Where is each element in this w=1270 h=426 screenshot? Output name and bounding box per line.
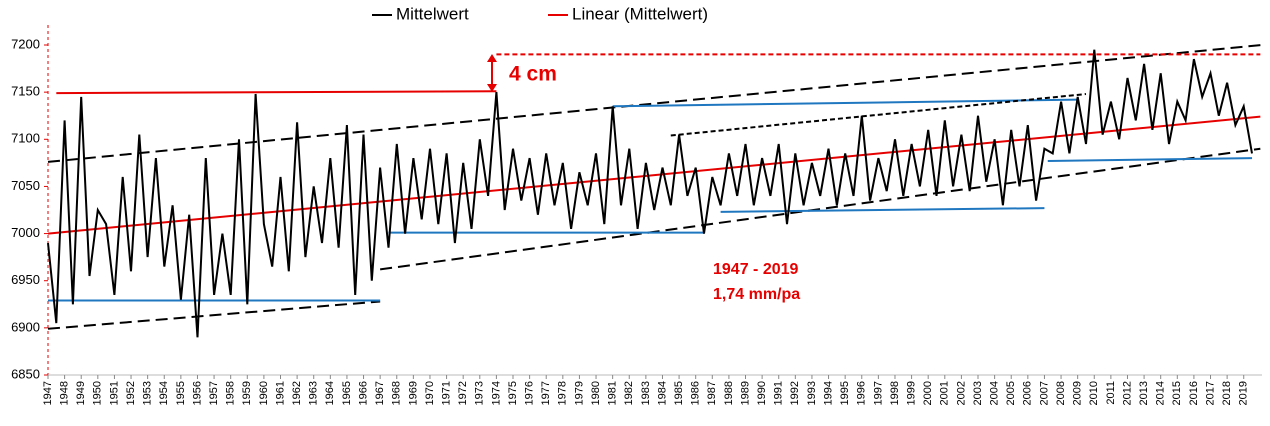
x-tick-label: 1961 xyxy=(274,381,286,405)
x-tick-label: 1985 xyxy=(673,381,685,405)
x-tick-label: 2013 xyxy=(1138,381,1150,405)
x-tick-label: 1987 xyxy=(706,381,718,405)
x-tick-label: 1999 xyxy=(905,381,917,405)
x-tick-label: 1980 xyxy=(590,381,602,405)
x-tick-label: 1969 xyxy=(407,381,419,405)
x-tick-label: 1966 xyxy=(357,381,369,405)
x-tick-label: 1952 xyxy=(125,381,137,405)
data-line xyxy=(47,49,1253,338)
x-tick-label: 1953 xyxy=(142,381,154,405)
x-tick-label: 2008 xyxy=(1055,381,1067,405)
x-tick-label: 1972 xyxy=(457,381,469,405)
x-tick-label: 1968 xyxy=(391,381,403,405)
x-tick-label: 1967 xyxy=(374,381,386,405)
x-tick-label: 1995 xyxy=(839,381,851,405)
x-tick-label: 1959 xyxy=(241,381,253,405)
y-tick-label: 7100 xyxy=(11,131,40,146)
x-tick-label: 1956 xyxy=(191,381,203,405)
double-arrow xyxy=(487,54,497,92)
x-tick-label: 2014 xyxy=(1155,381,1167,405)
x-tick-label: 1974 xyxy=(490,381,502,405)
x-tick-label: 2017 xyxy=(1204,381,1216,405)
x-tick-label: 2004 xyxy=(989,381,1001,405)
x-tick-label: 1965 xyxy=(341,381,353,405)
x-tick-label: 1991 xyxy=(773,381,785,405)
x-tick-label: 2015 xyxy=(1171,381,1183,405)
x-tick-label: 1993 xyxy=(806,381,818,405)
x-tick-label: 1973 xyxy=(474,381,486,405)
x-tick-label: 1992 xyxy=(789,381,801,405)
x-tick-label: 2003 xyxy=(972,381,984,405)
y-tick-label: 6850 xyxy=(11,366,40,381)
reference-line xyxy=(720,207,1045,213)
x-tick-label: 1962 xyxy=(291,381,303,405)
x-tick-label: 1994 xyxy=(822,381,834,405)
x-tick-label: 1984 xyxy=(656,381,668,405)
x-tick-label: 1970 xyxy=(424,381,436,405)
reference-line xyxy=(56,90,497,95)
x-tick-label: 1950 xyxy=(92,381,104,405)
reference-line xyxy=(47,44,1263,163)
x-tick-label: 1948 xyxy=(59,381,71,405)
x-tick-label: 1986 xyxy=(690,381,702,405)
reference-line xyxy=(612,98,1078,108)
x-tick-label: 1990 xyxy=(756,381,768,405)
annotation: 1947 - 2019 xyxy=(713,261,799,278)
x-tick-label: 2002 xyxy=(955,381,967,405)
y-tick-label: 7050 xyxy=(11,178,40,193)
x-tick-label: 1964 xyxy=(324,381,336,405)
legend-label: Linear (Mittelwert) xyxy=(572,4,708,23)
x-tick-label: 1951 xyxy=(108,381,120,405)
x-tick-label: 1996 xyxy=(856,381,868,405)
x-tick-label: 1975 xyxy=(507,381,519,405)
x-tick-label: 1954 xyxy=(158,381,170,405)
y-tick-label: 6900 xyxy=(11,319,40,334)
x-tick-label: 2016 xyxy=(1188,381,1200,405)
x-tick-label: 1971 xyxy=(440,381,452,405)
x-tick-label: 1960 xyxy=(258,381,270,405)
x-tick-label: 1949 xyxy=(75,381,87,405)
legend-label: Mittelwert xyxy=(396,4,469,23)
x-tick-label: 2000 xyxy=(922,381,934,405)
x-tick-label: 2018 xyxy=(1221,381,1233,405)
x-tick-label: 1997 xyxy=(872,381,884,405)
x-tick-label: 1977 xyxy=(540,381,552,405)
x-tick-label: 1989 xyxy=(739,381,751,405)
x-tick-label: 2011 xyxy=(1105,381,1117,405)
x-tick-label: 2012 xyxy=(1121,381,1133,405)
x-tick-label: 1979 xyxy=(573,381,585,405)
x-tick-label: 1976 xyxy=(524,381,536,405)
x-tick-label: 1957 xyxy=(208,381,220,405)
x-tick-label: 2006 xyxy=(1022,381,1034,405)
x-tick-label: 2001 xyxy=(939,381,951,405)
reference-line xyxy=(47,115,1261,235)
x-tick-label: 1947 xyxy=(42,381,54,405)
reference-line xyxy=(47,300,381,330)
x-tick-label: 1982 xyxy=(623,381,635,405)
x-tick-label: 1958 xyxy=(225,381,237,405)
x-tick-label: 1983 xyxy=(640,381,652,405)
x-tick-label: 1988 xyxy=(723,381,735,405)
reference-line xyxy=(380,147,1261,271)
annotation: 4 cm xyxy=(509,63,557,86)
reference-line xyxy=(670,93,1087,137)
reference-line xyxy=(1047,157,1253,162)
x-tick-label: 2009 xyxy=(1072,381,1084,405)
x-tick-label: 1981 xyxy=(607,381,619,405)
x-tick-label: 1955 xyxy=(175,381,187,405)
x-tick-label: 1963 xyxy=(308,381,320,405)
x-tick-label: 2007 xyxy=(1038,381,1050,405)
y-tick-label: 7150 xyxy=(11,84,40,99)
y-tick-label: 6950 xyxy=(11,272,40,287)
x-tick-label: 2010 xyxy=(1088,381,1100,405)
y-tick-label: 7000 xyxy=(11,225,40,240)
x-tick-label: 1998 xyxy=(889,381,901,405)
x-tick-label: 1978 xyxy=(557,381,569,405)
y-tick-label: 7200 xyxy=(11,36,40,51)
annotation: 1,74 mm/pa xyxy=(713,286,800,303)
x-tick-label: 2005 xyxy=(1005,381,1017,405)
x-tick-label: 2019 xyxy=(1238,381,1250,405)
